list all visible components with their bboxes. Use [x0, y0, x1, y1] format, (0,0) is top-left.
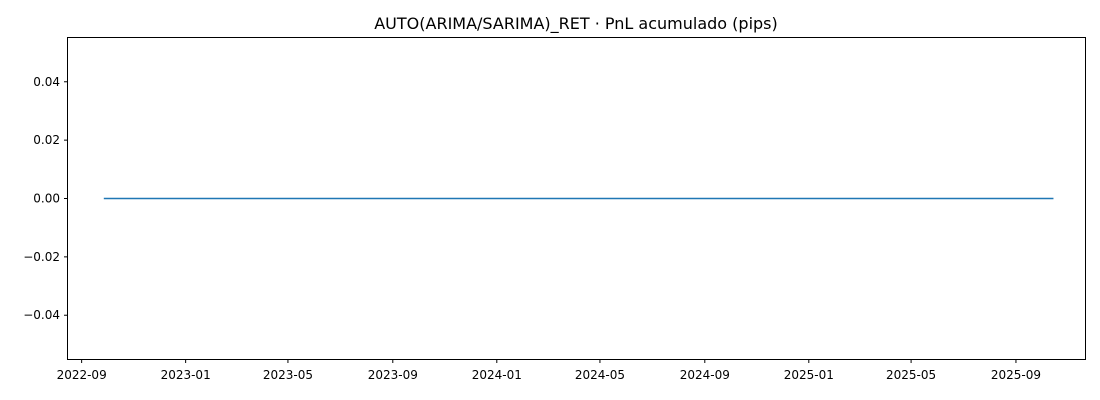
- y-tick-label: −0.04: [23, 308, 60, 322]
- y-axis: 0.04 0.02 0.00 −0.02 −0.04: [23, 75, 68, 322]
- x-tick-label: 2022-09: [57, 368, 107, 382]
- y-tick-label: −0.02: [23, 250, 60, 264]
- x-tick-label: 2024-09: [680, 368, 730, 382]
- y-tick-label: 0.02: [33, 133, 60, 147]
- x-tick-label: 2023-09: [368, 368, 418, 382]
- y-tick-label: 0.04: [33, 75, 60, 89]
- x-tick-label: 2023-01: [161, 368, 211, 382]
- chart-title: AUTO(ARIMA/SARIMA)_RET · PnL acumulado (…: [374, 14, 778, 34]
- x-tick-label: 2025-01: [784, 368, 834, 382]
- x-tick-label: 2025-09: [991, 368, 1041, 382]
- x-tick-label: 2023-05: [263, 368, 313, 382]
- y-tick-label: 0.00: [33, 192, 60, 206]
- x-axis: 2022-09 2023-01 2023-05 2023-09 2024-01 2024-…: [57, 359, 1041, 382]
- x-tick-label: 2024-01: [472, 368, 522, 382]
- x-tick-label: 2025-05: [886, 368, 936, 382]
- x-tick-label: 2024-05: [575, 368, 625, 382]
